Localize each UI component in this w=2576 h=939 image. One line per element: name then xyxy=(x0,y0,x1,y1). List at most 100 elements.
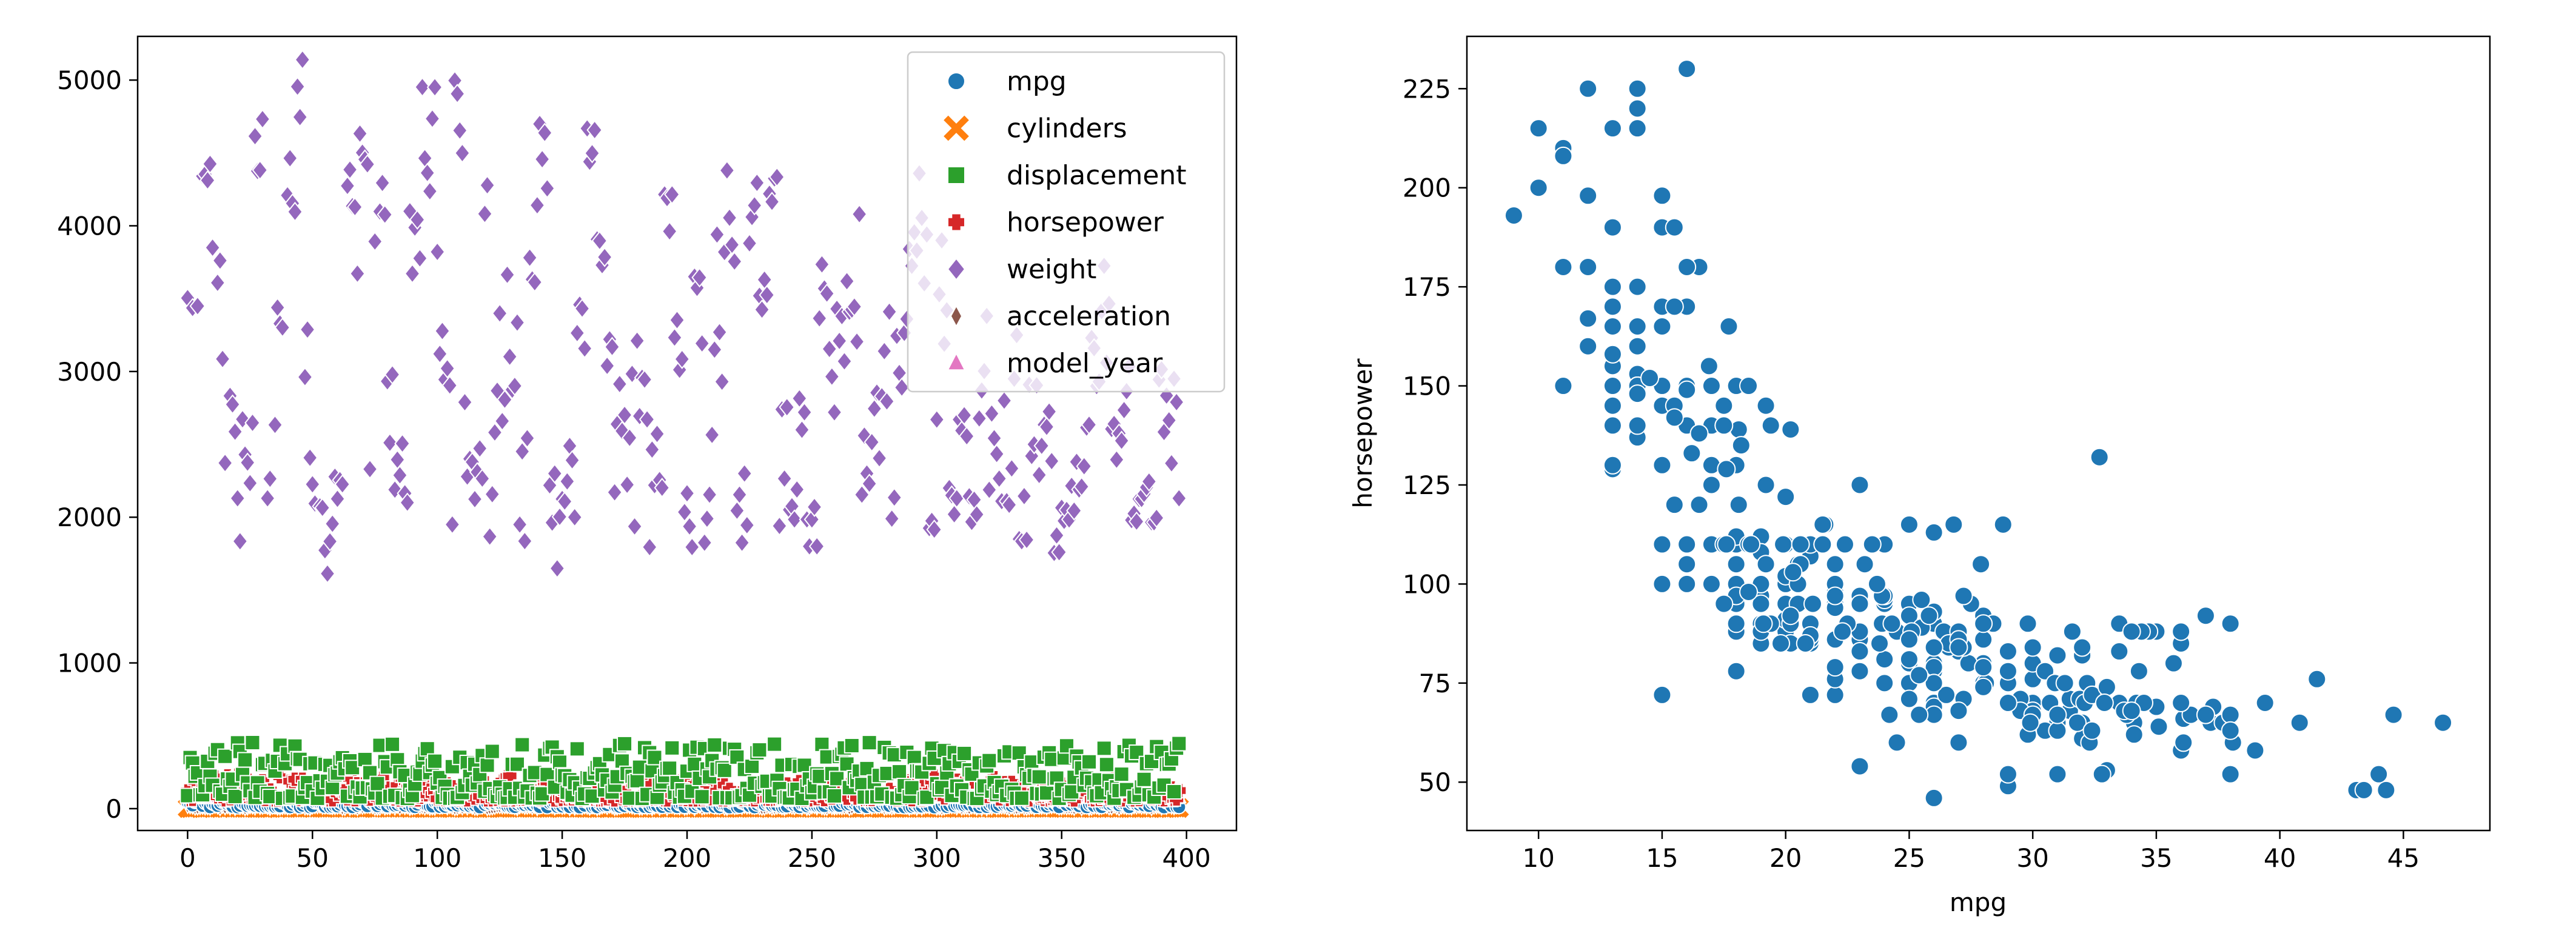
weight-point xyxy=(247,126,263,147)
weight-point xyxy=(736,463,753,484)
weight-point xyxy=(694,333,710,354)
mpg-horsepower-point xyxy=(1603,277,1622,296)
mpg-horsepower-point xyxy=(1751,594,1771,613)
mpg-horsepower-point xyxy=(1825,658,1845,677)
displacement-point xyxy=(716,762,733,778)
displacement-point xyxy=(384,736,401,752)
mpg-horsepower-point xyxy=(2122,622,2141,641)
displacement-point xyxy=(1096,740,1112,757)
mpg-horsepower-point xyxy=(1800,685,1820,704)
mpg-horsepower-point xyxy=(1771,633,1791,653)
weight-point xyxy=(214,349,231,369)
legend-label-cylinders: cylinders xyxy=(1007,113,1127,144)
weight-point xyxy=(679,483,696,504)
mpg-horsepower-point xyxy=(1813,535,1833,554)
mpg-horsepower-point xyxy=(1578,186,1598,206)
weight-point xyxy=(676,502,693,523)
right-plot-marks xyxy=(1504,59,2453,807)
mpg-horsepower-point xyxy=(1714,416,1734,435)
right-x-axis: 10 15 20 25 30 35 40 45 xyxy=(1522,830,2420,873)
mpg-horsepower-point xyxy=(1924,788,1944,807)
weight-point xyxy=(299,319,316,340)
mpg-horsepower-point xyxy=(1603,455,1622,475)
displacement-point xyxy=(956,745,973,761)
legend-marker-weight xyxy=(947,257,966,281)
weight-point xyxy=(771,516,788,536)
mpg-horsepower-point xyxy=(1702,574,1721,593)
mpg-horsepower-point xyxy=(1677,555,1697,574)
right-y-axis-label: horsepower xyxy=(1348,358,1378,509)
weight-point xyxy=(739,515,756,536)
weight-point xyxy=(204,237,221,258)
y-tick-label: 150 xyxy=(1403,372,1451,401)
weight-point xyxy=(669,310,685,330)
weight-point xyxy=(281,148,298,169)
y-tick-label: 175 xyxy=(1403,272,1451,302)
mpg-horsepower-point xyxy=(2149,717,2168,737)
weight-point xyxy=(419,162,435,183)
mpg-horsepower-point xyxy=(1742,535,1761,554)
weight-point xyxy=(451,120,468,141)
weight-point xyxy=(424,109,441,129)
mpg-horsepower-point xyxy=(1702,376,1721,396)
mpg-horsepower-point xyxy=(1652,317,1672,336)
mpg-horsepower-point xyxy=(1554,146,1573,165)
weight-point xyxy=(763,192,780,212)
mpg-horsepower-point xyxy=(2196,606,2215,626)
weight-point xyxy=(321,531,338,552)
mpg-horsepower-point xyxy=(1796,633,1815,653)
weight-point xyxy=(526,272,543,293)
weight-point xyxy=(564,450,580,470)
weight-point xyxy=(261,469,278,489)
weight-point xyxy=(352,123,368,144)
weight-point xyxy=(644,439,660,460)
weight-point xyxy=(244,412,261,433)
weight-point xyxy=(622,427,638,448)
mpg-horsepower-point xyxy=(2048,764,2067,784)
legend-marker-horsepower xyxy=(947,213,965,232)
mpg-horsepower-point xyxy=(1756,475,1776,495)
mpg-horsepower-point xyxy=(1628,416,1647,435)
mpg-horsepower-point xyxy=(2172,622,2191,641)
mpg-horsepower-point xyxy=(1603,416,1622,435)
weight-point xyxy=(711,322,728,343)
weight-point xyxy=(414,77,431,98)
displacement-point xyxy=(826,787,842,804)
mpg-horsepower-point xyxy=(2055,673,2075,693)
weight-point xyxy=(958,426,975,447)
weight-point xyxy=(928,409,945,430)
weight-point xyxy=(861,473,877,494)
weight-point xyxy=(794,419,810,440)
weight-point xyxy=(703,424,720,446)
weight-point xyxy=(242,473,258,493)
weight-point xyxy=(611,373,628,395)
weight-point xyxy=(846,296,863,317)
mpg-horsepower-point xyxy=(1603,119,1622,138)
mpg-horsepower-point xyxy=(1578,257,1598,276)
weight-point xyxy=(791,388,808,409)
weight-point xyxy=(484,484,501,504)
displacement-point xyxy=(744,758,760,775)
mpg-horsepower-point xyxy=(2018,614,2038,633)
mpg-horsepower-point xyxy=(1998,661,2018,681)
weight-point xyxy=(591,230,608,251)
weight-point xyxy=(814,254,830,275)
mpg-horsepower-point xyxy=(1949,733,1968,752)
weight-point xyxy=(439,358,455,379)
mpg-horsepower-point xyxy=(1677,574,1697,593)
mpg-horsepower-point xyxy=(1603,297,1622,316)
weight-point xyxy=(596,247,613,267)
weight-point xyxy=(996,390,1013,411)
weight-point xyxy=(232,531,249,552)
displacement-point xyxy=(309,790,326,806)
mpg-horsepower-point xyxy=(1554,257,1573,276)
x-tick-label: 40 xyxy=(2264,843,2296,873)
mpg-horsepower-point xyxy=(1603,344,1622,364)
mpg-horsepower-point xyxy=(1870,633,1890,653)
weight-point xyxy=(649,424,665,444)
mpg-horsepower-point xyxy=(1665,218,1684,237)
mpg-horsepower-point xyxy=(1924,638,1944,657)
mpg-horsepower-point xyxy=(1652,455,1672,475)
weight-point xyxy=(1116,399,1132,421)
mpg-horsepower-point xyxy=(2221,764,2240,784)
